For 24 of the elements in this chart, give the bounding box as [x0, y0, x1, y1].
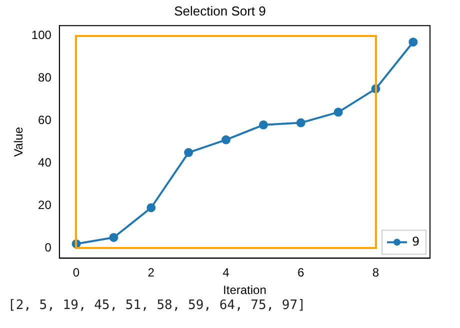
point [146, 203, 156, 212]
y-tick-label: 80 [38, 70, 52, 84]
point [184, 148, 194, 158]
chart-title: Selection Sort 9 [174, 3, 266, 18]
y-axis-title: Value [12, 126, 26, 157]
y-tick-label: 40 [38, 155, 52, 170]
point [221, 135, 230, 144]
point [296, 118, 306, 128]
x-tick-label: 6 [298, 266, 305, 280]
x-axis-title: Iteration [223, 283, 266, 298]
x-tick-label: 0 [72, 266, 80, 280]
y-tick-label: 0 [44, 240, 52, 254]
x-tick-label: 8 [372, 266, 380, 280]
x-tick-label: 2 [148, 266, 155, 280]
point [334, 108, 343, 117]
y-tick-label: 20 [38, 198, 52, 212]
text: [2, 5, 19, 45, 51, 58, 59, 64, 75, 97] [8, 298, 306, 313]
point [258, 120, 268, 130]
x-tick-label: 4 [222, 266, 230, 280]
point [109, 232, 118, 242]
y-tick-label: 100 [31, 28, 52, 42]
legend-label: 9 [412, 234, 420, 248]
y-tick-label: 60 [38, 112, 52, 127]
point [408, 38, 418, 47]
